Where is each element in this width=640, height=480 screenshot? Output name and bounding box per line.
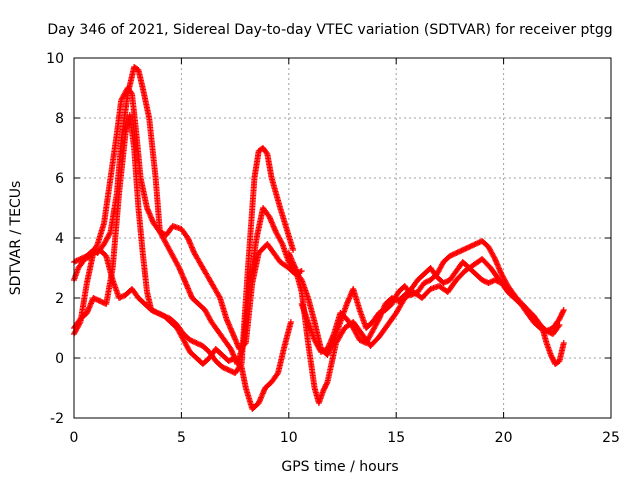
data-point	[278, 239, 285, 246]
y-tick-label: 0	[55, 351, 64, 367]
x-tick-label: 25	[602, 430, 620, 446]
data-point	[298, 268, 305, 274]
data-point	[76, 320, 83, 327]
data-point	[560, 308, 567, 315]
data-point	[175, 263, 182, 270]
axis-ticks: 0 5 10 15 20 25 -2 0 2 4 6 8 10	[46, 51, 620, 446]
data-point	[323, 380, 330, 387]
data-point	[263, 149, 270, 156]
y-tick-label: 8	[55, 111, 64, 127]
grid-lines	[74, 58, 611, 418]
data-point	[128, 89, 135, 96]
data-point	[290, 247, 297, 253]
data-point	[491, 254, 498, 261]
data-points	[71, 64, 567, 412]
y-tick-label: 10	[46, 51, 64, 67]
data-point	[538, 323, 545, 330]
data-point	[216, 293, 223, 300]
data-point	[93, 242, 100, 249]
series-track-4	[71, 247, 294, 412]
chart-title: Day 346 of 2021, Sidereal Day-to-day VTE…	[47, 22, 612, 38]
x-tick-label: 20	[495, 430, 513, 446]
x-tick-label: 0	[70, 430, 79, 446]
y-tick-label: 2	[55, 291, 64, 307]
data-point	[106, 230, 113, 237]
y-axis-label: SDTVAR / TECUs	[8, 181, 24, 296]
data-point	[556, 322, 563, 328]
x-axis-label: GPS time / hours	[281, 459, 398, 475]
y-tick-label: 4	[55, 231, 64, 247]
data-point	[560, 340, 567, 346]
data-point	[274, 371, 281, 378]
data-point	[287, 319, 294, 325]
data-point	[237, 362, 244, 369]
series-track-7	[285, 250, 567, 406]
y-tick-label: 6	[55, 171, 64, 187]
y-tick-label: -2	[50, 411, 64, 427]
x-tick-label: 15	[387, 430, 405, 446]
x-tick-label: 10	[280, 430, 298, 446]
x-tick-label: 5	[177, 430, 186, 446]
data-point	[560, 307, 567, 313]
data-point	[555, 323, 562, 330]
series-track-2	[71, 85, 299, 367]
data-point	[375, 317, 382, 324]
